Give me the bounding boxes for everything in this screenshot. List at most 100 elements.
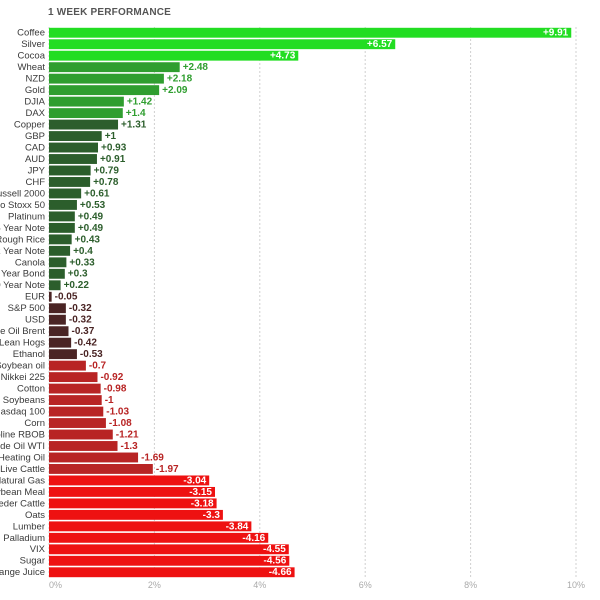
value-label: +0.79 [94, 165, 120, 176]
bar [49, 395, 102, 406]
bar [49, 62, 180, 73]
category-label: Sugar [20, 556, 45, 567]
category-label: Cotton [17, 384, 45, 395]
category-label: Russell 2000 [0, 188, 45, 199]
category-label: Wheat [18, 62, 46, 73]
category-label: Rough Rice [0, 234, 45, 245]
category-label: Feeder Cattle [0, 498, 45, 509]
value-label: +0.33 [69, 257, 95, 268]
category-label: Heating Oil [0, 452, 45, 463]
bar [49, 222, 75, 233]
value-label: +9.91 [543, 28, 569, 39]
bar [49, 544, 289, 555]
value-label: +1 [105, 131, 117, 142]
value-label: -0.37 [71, 326, 94, 337]
category-label: Natural Gas [0, 475, 45, 486]
chart-title: 1 WEEK PERFORMANCE [48, 7, 172, 18]
bar-layer [49, 27, 572, 578]
value-label: -0.05 [55, 292, 78, 303]
bar [49, 85, 160, 96]
bar [49, 27, 572, 38]
value-label: +2.09 [162, 85, 188, 96]
x-tick-label: 0% [49, 580, 62, 590]
category-label: NZD [25, 74, 45, 85]
value-label: +0.49 [78, 223, 104, 234]
category-label: Oats [25, 510, 45, 521]
bar [49, 96, 124, 107]
category-label: USD [25, 315, 45, 326]
x-tick-label: 8% [464, 580, 477, 590]
value-label: -0.92 [100, 372, 123, 383]
value-label: +0.43 [75, 234, 101, 245]
value-label: +6.57 [367, 39, 393, 50]
bar [49, 280, 61, 291]
value-label: -3.15 [189, 487, 212, 498]
bar [49, 211, 75, 222]
bar [49, 177, 91, 187]
value-label: -3.04 [183, 475, 206, 486]
value-label: +1.31 [121, 120, 147, 131]
category-label: Lean Hogs [0, 338, 45, 349]
bar [49, 429, 113, 440]
category-label: Copper [14, 120, 45, 131]
value-label: -0.7 [89, 361, 107, 372]
x-axis-ticks: 0% 2% 4% 6% 8% 10% [49, 580, 585, 590]
bar [49, 486, 216, 497]
value-label: +2.18 [167, 74, 193, 85]
bar [49, 188, 82, 199]
category-label: Euro Stoxx 50 [0, 200, 45, 211]
bar [49, 131, 102, 141]
value-label: -0.32 [69, 315, 92, 326]
value-label: -4.55 [263, 544, 286, 555]
category-label: CAD [25, 142, 45, 153]
bar [49, 268, 65, 279]
value-label: +4.73 [270, 51, 296, 62]
bar [49, 532, 269, 543]
bar [49, 314, 66, 325]
x-tick-label: 6% [359, 580, 372, 590]
category-label: Silver [21, 39, 45, 50]
value-label: -0.42 [74, 338, 97, 349]
category-label: Soybean Meal [0, 487, 45, 498]
value-label: -4.56 [264, 556, 287, 567]
value-label: +0.3 [68, 269, 88, 280]
bar [49, 406, 104, 417]
label-layer: Coffee +9.91 Silver +6.57 Cocoa +4.73 Wheat +2.… [0, 28, 569, 579]
value-label: -1.08 [109, 418, 132, 429]
category-label: Orange Juice [0, 567, 45, 578]
value-label: -1.3 [121, 441, 139, 452]
value-label: -3.84 [226, 521, 249, 532]
bar [49, 50, 299, 61]
category-label: Nikkei 225 [1, 372, 45, 383]
category-label: VIX [30, 544, 46, 555]
bar [49, 360, 86, 371]
bar [49, 257, 67, 268]
category-label: S&P 500 [8, 303, 45, 314]
category-label: 30 Year Bond [0, 269, 45, 280]
value-label: -4.16 [242, 533, 265, 544]
value-label: -0.32 [69, 303, 92, 314]
category-label: Soybeans [3, 395, 46, 406]
category-label: 5 Year Note [0, 223, 45, 234]
value-label: -3.3 [203, 510, 221, 521]
bar [49, 349, 77, 360]
bar [49, 199, 77, 210]
bar [49, 154, 97, 164]
category-label: Gasoline RBOB [0, 429, 45, 440]
category-label: Cocoa [18, 51, 46, 62]
category-label: Canola [15, 257, 46, 268]
category-label: Crude Oil Brent [0, 326, 45, 337]
category-label: Gold [25, 85, 45, 96]
bar [49, 326, 69, 337]
value-label: +0.78 [93, 177, 119, 188]
category-label: CHF [25, 177, 45, 188]
bar [49, 521, 252, 532]
category-label: GBP [25, 131, 45, 142]
value-label: +2.48 [183, 62, 209, 73]
value-label: +0.49 [78, 211, 104, 222]
bar [49, 418, 106, 428]
value-label: -1.03 [106, 406, 129, 417]
bar [49, 234, 72, 245]
category-label: 10 Year Note [0, 280, 45, 291]
value-label: +0.53 [80, 200, 106, 211]
